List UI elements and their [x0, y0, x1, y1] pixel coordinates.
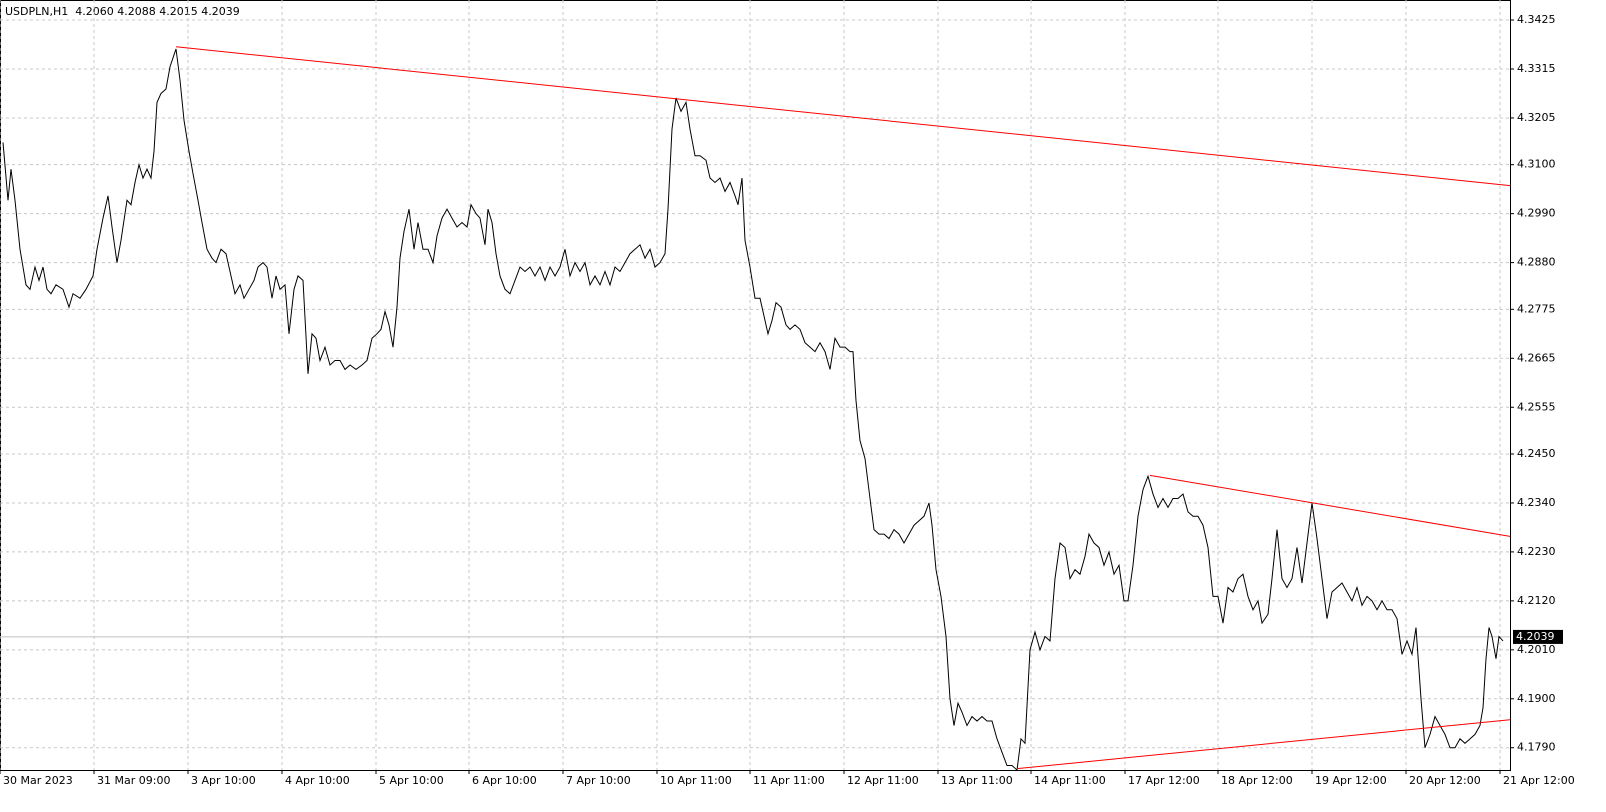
y-tick-label: 4.1790 [1517, 741, 1556, 754]
x-tick-label: 21 Apr 12:00 [1503, 774, 1575, 787]
y-tick-label: 4.2010 [1517, 643, 1556, 656]
x-tick-label: 30 Mar 2023 [3, 774, 73, 787]
current-price-label: 4.2039 [1516, 630, 1555, 643]
y-tick-label: 4.2555 [1517, 400, 1556, 413]
x-tick-label: 13 Apr 11:00 [941, 774, 1013, 787]
trend-line [175, 46, 1511, 187]
y-tick-label: 4.3315 [1517, 62, 1556, 75]
x-tick-label: 12 Apr 11:00 [847, 774, 919, 787]
chart-title: USDPLN,H1 4.2060 4.2088 4.2015 4.2039 [5, 5, 240, 18]
x-tick-label: 4 Apr 10:00 [285, 774, 350, 787]
price-line [2, 48, 1504, 772]
y-tick-label: 4.2340 [1517, 496, 1556, 509]
y-tick-label: 4.3100 [1517, 158, 1556, 171]
x-tick-label: 20 Apr 12:00 [1409, 774, 1481, 787]
y-tick-label: 4.2665 [1517, 351, 1556, 364]
y-tick-label: 4.2230 [1517, 545, 1556, 558]
x-tick-label: 7 Apr 10:00 [566, 774, 631, 787]
x-tick-label: 6 Apr 10:00 [472, 774, 537, 787]
y-tick-label: 4.2990 [1517, 207, 1556, 220]
trend-line [1016, 719, 1511, 770]
y-tick-label: 4.2120 [1517, 594, 1556, 607]
x-tick-label: 18 Apr 12:00 [1221, 774, 1293, 787]
x-tick-label: 14 Apr 11:00 [1034, 774, 1106, 787]
x-tick-label: 11 Apr 11:00 [753, 774, 825, 787]
current-price-box [1513, 629, 1563, 644]
y-tick-label: 4.2775 [1517, 302, 1556, 315]
trend-line [1149, 474, 1511, 537]
y-tick-label: 4.3205 [1517, 111, 1556, 124]
y-tick-label: 4.2450 [1517, 447, 1556, 460]
y-tick-label: 4.1900 [1517, 692, 1556, 705]
y-tick-label: 4.2880 [1517, 256, 1556, 269]
x-tick-label: 3 Apr 10:00 [191, 774, 256, 787]
x-tick-label: 31 Mar 09:00 [97, 774, 170, 787]
x-tick-label: 10 Apr 11:00 [660, 774, 732, 787]
x-tick-label: 17 Apr 12:00 [1128, 774, 1200, 787]
x-tick-label: 19 Apr 12:00 [1315, 774, 1387, 787]
y-tick-label: 4.3425 [1517, 13, 1556, 26]
x-tick-label: 5 Apr 10:00 [379, 774, 444, 787]
